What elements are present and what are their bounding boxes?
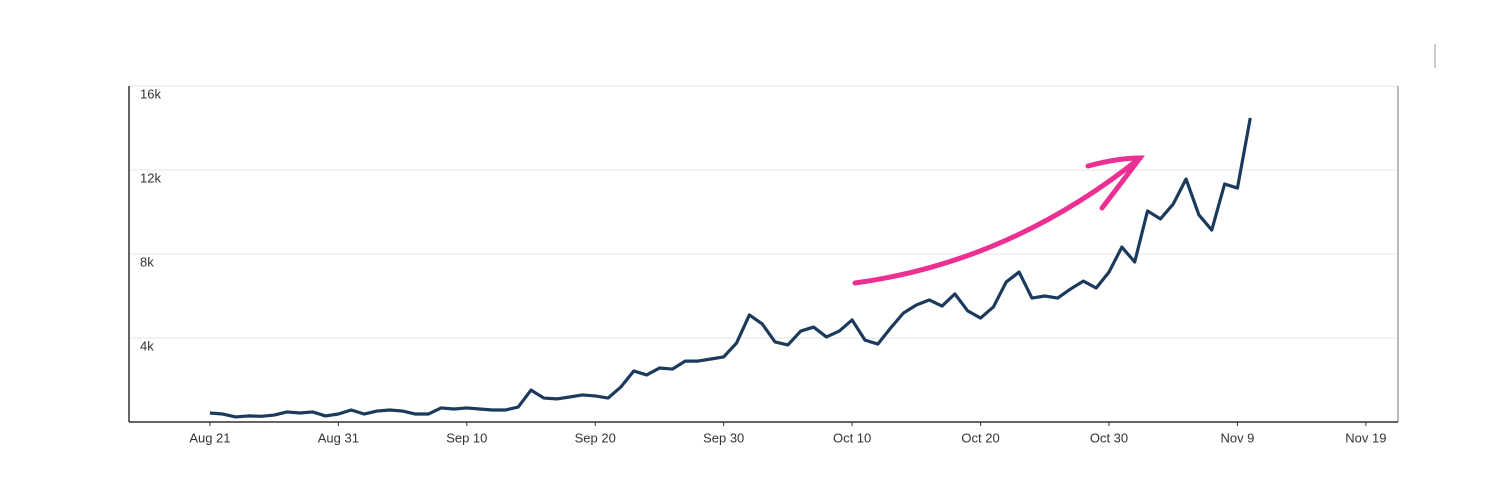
arrow-shaft [852, 155, 1143, 286]
x-tick-label: Oct 20 [961, 430, 999, 445]
x-tick-label: Sep 10 [446, 430, 487, 445]
x-tick-label: Sep 20 [575, 430, 616, 445]
data-line [209, 117, 1252, 419]
x-tick-label: Oct 30 [1090, 430, 1128, 445]
y-tick-label: 8k [140, 254, 154, 269]
grid [129, 85, 1398, 339]
x-tick-label: Nov 9 [1220, 430, 1254, 445]
marks [209, 117, 1252, 419]
x-tick-label: Sep 30 [703, 430, 744, 445]
x-tick-label: Nov 19 [1345, 430, 1386, 445]
arrow-head [1085, 155, 1146, 211]
x-tick-label: Aug 31 [318, 430, 359, 445]
x-tick-label: Oct 10 [833, 430, 871, 445]
trend-arrow [852, 155, 1146, 286]
y-tick-label: 4k [140, 338, 154, 353]
x-tick-label: Aug 21 [189, 430, 230, 445]
y-tick-label: 16k [140, 86, 161, 101]
y-tick-label: 12k [140, 170, 161, 185]
